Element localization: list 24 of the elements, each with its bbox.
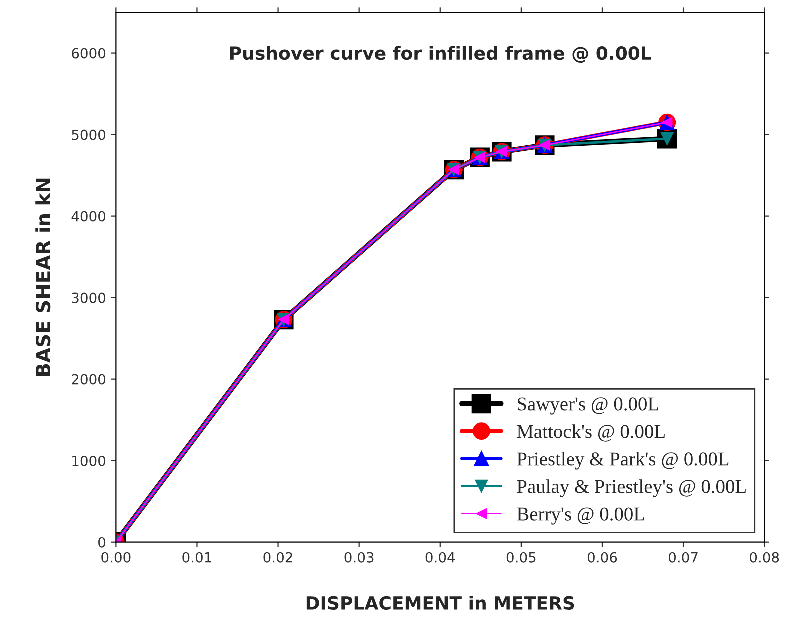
x-tick-label: 0.00 [102,552,131,563]
x-tick-label: 0.06 [588,552,618,563]
y-tick-label: 3000 [72,292,106,304]
x-tick-label: 0.05 [506,552,536,563]
y-tick-label: 0 [98,537,106,548]
legend-label: Berry's @ 0.00L [517,508,644,525]
y-tick-label: 1000 [72,456,106,466]
y-axis-title: BASE SHEAR in kN [36,178,51,376]
y-tick-label: 6000 [72,48,106,59]
x-tick-label: 0.03 [344,552,374,563]
legend-label: Priestley & Park's @ 0.00L [517,452,729,470]
legend-label: Mattock's @ 0.00L [517,424,665,442]
y-tick-label: 2000 [72,374,106,385]
legend-label: Sawyer's @ 0.00L [518,398,658,415]
y-tick-label: 5000 [72,130,106,140]
y-tick-label: 4000 [72,211,106,222]
x-tick-label: 0.07 [668,552,698,563]
x-tick-label: 0.01 [182,552,212,563]
x-tick-label: 0.04 [426,552,456,563]
x-tick-label: 0.02 [264,552,292,563]
x-axis-title: DISPLACEMENT in METERS [306,596,574,610]
x-tick-label: 0.08 [750,552,780,563]
legend-label: Paulay & Priestley's @ 0.00L [517,480,746,498]
text: Pushover curve for infilled frame @ 0.00L [230,46,652,64]
